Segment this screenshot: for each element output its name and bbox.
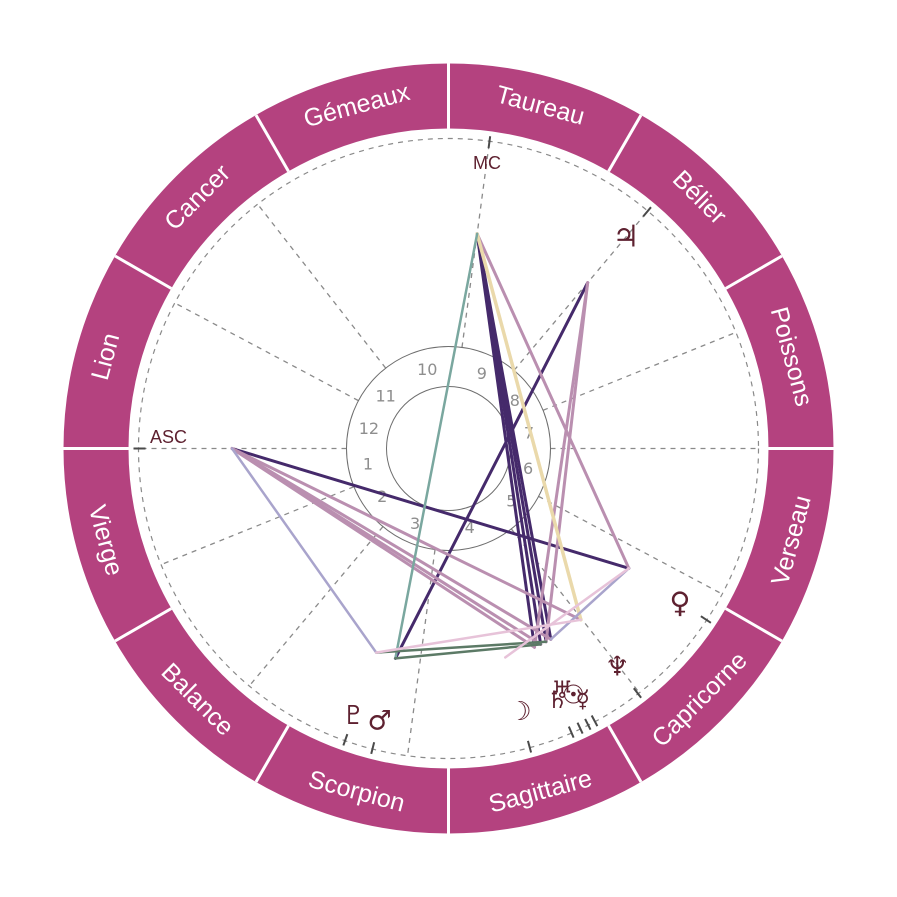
mars-glyph: ♂ — [367, 705, 391, 736]
aspect-line-asc-pluto — [230, 447, 378, 654]
aspect-line-pluto-sun — [374, 640, 548, 654]
house-number-3: 3 — [410, 514, 420, 533]
asc-label: ASC — [150, 427, 187, 447]
aspect-line-venus-moon — [504, 567, 631, 659]
aspect-line-asc-uranus — [230, 447, 543, 646]
house-cusp-line-9 — [513, 210, 649, 371]
house-number-10: 10 — [417, 360, 437, 379]
mc-label: MC — [473, 153, 501, 173]
sign-divider — [607, 724, 643, 783]
aspect-line-asc-mercury — [230, 447, 553, 641]
saturn-glyph: ♄ — [547, 686, 569, 714]
aspect-line-mars-uranus — [394, 643, 542, 660]
house-number-12: 12 — [359, 419, 379, 438]
degree-tick — [700, 615, 712, 624]
house-cusp-line-6 — [538, 495, 723, 595]
house-number-2: 2 — [377, 487, 387, 506]
house-cusp-line-12 — [174, 302, 359, 402]
house-number-6: 6 — [523, 459, 533, 478]
aspect-line-venus-mercury — [549, 567, 631, 641]
house-number-8: 8 — [510, 391, 520, 410]
house-cusp-line-11 — [257, 203, 387, 369]
degree-tick — [584, 718, 592, 731]
aspect-line-mc-mars — [394, 232, 479, 660]
sign-divider — [254, 724, 290, 783]
house-number-9: 9 — [477, 364, 487, 383]
houses-outer-circle — [346, 346, 551, 551]
degree-tick — [633, 687, 642, 699]
degree-tick — [567, 726, 575, 738]
aspect-line-jupiter-sun — [544, 281, 590, 644]
house-number-1: 1 — [363, 455, 373, 474]
neptune-glyph: ♆ — [605, 651, 629, 682]
degree-tick — [487, 136, 492, 149]
houses-inner-circle — [386, 386, 511, 511]
moon-glyph: ☽ — [508, 697, 531, 727]
sun-glyph: ☉ — [562, 681, 585, 711]
sign-divider — [607, 114, 643, 173]
house-number-11: 11 — [376, 386, 396, 405]
degree-tick — [526, 740, 533, 753]
aspect-line-mc-neptune — [475, 232, 583, 622]
sign-divider — [114, 254, 173, 290]
aspect-line-asc-neptune — [230, 447, 583, 622]
house-cusp-line-4 — [406, 549, 436, 756]
sign-divider — [724, 254, 783, 290]
mercury-glyph: ☿ — [575, 685, 590, 713]
house-number-5: 5 — [506, 492, 516, 511]
house-cusp-line-2 — [160, 486, 355, 566]
sign-divider — [254, 114, 290, 173]
pluto-glyph: ♇ — [342, 701, 365, 731]
degree-tick — [590, 715, 599, 727]
aspect-line-pluto-neptune — [374, 618, 583, 654]
aspect-line-jupiter-mars — [393, 281, 590, 660]
degree-tick — [576, 722, 584, 734]
house-number-4: 4 — [465, 518, 475, 537]
house-cusp-line-3 — [248, 526, 384, 687]
degree-tick — [342, 733, 349, 746]
sign-divider — [114, 607, 173, 643]
jupiter-glyph: ♃ — [612, 220, 639, 255]
degree-tick — [370, 741, 376, 755]
aspect-line-asc-venus — [230, 447, 631, 570]
venus-glyph: ♀ — [669, 585, 690, 619]
degree-tick — [642, 206, 652, 218]
sign-divider — [724, 607, 783, 643]
aspect-line-mc-venus — [475, 232, 631, 570]
uranus-glyph: ♅ — [551, 676, 573, 704]
aspect-line-jupiter-saturn — [532, 281, 590, 649]
aspect-line-mc-mercury — [475, 232, 553, 641]
